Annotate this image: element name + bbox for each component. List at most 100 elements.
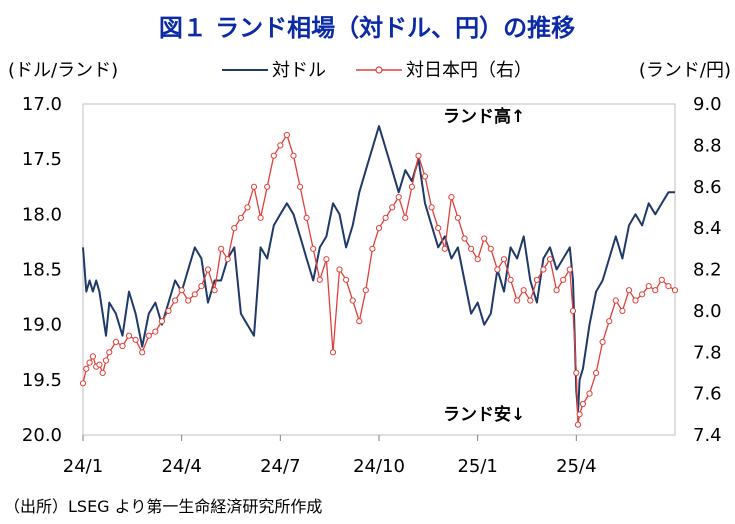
series-jpy-point xyxy=(277,142,284,149)
series-jpy-point xyxy=(612,297,619,304)
series-jpy-point xyxy=(264,183,271,190)
series-jpy-point xyxy=(395,194,402,201)
series-jpy-point xyxy=(389,204,396,211)
legend: 対ドル 対日本円（右） xyxy=(222,60,532,81)
series-jpy-point xyxy=(231,225,238,232)
series-jpy-point xyxy=(244,204,251,211)
series-jpy-point xyxy=(474,256,481,263)
series-jpy-point xyxy=(408,183,415,190)
series-jpy-point xyxy=(185,297,192,304)
series-jpy-point xyxy=(546,256,554,263)
series-jpy-point xyxy=(632,297,639,304)
series-jpy-point xyxy=(224,256,231,263)
series-jpy-point xyxy=(356,318,363,325)
series-jpy-point xyxy=(671,287,679,294)
series-jpy-point xyxy=(237,214,244,221)
right-tick-label: 8.4 xyxy=(693,218,722,239)
series-jpy-point xyxy=(290,152,297,159)
right-tick-label: 7.8 xyxy=(693,342,722,363)
series-jpy-point xyxy=(428,204,435,211)
series-jpy-point xyxy=(362,287,369,294)
series-jpy-point xyxy=(415,152,422,159)
series-jpy-point xyxy=(316,276,323,283)
series-jpy-point xyxy=(96,361,103,368)
series-jpy-point xyxy=(86,359,93,366)
series-jpy-point xyxy=(487,245,494,252)
series-jpy-point xyxy=(468,245,475,252)
series-jpy-point xyxy=(112,338,120,345)
series-jpy-point xyxy=(593,369,600,376)
series-jpy-point xyxy=(569,307,577,314)
series-jpy-point xyxy=(527,297,534,304)
legend-marker-jpy xyxy=(375,66,383,74)
series-jpy-point xyxy=(343,276,350,283)
series-usd xyxy=(82,125,675,414)
series-jpy-point xyxy=(310,245,317,252)
series-jpy-point xyxy=(507,276,514,283)
series-jpy-point xyxy=(481,235,488,242)
right-tick-label: 8.8 xyxy=(693,135,722,156)
x-tick-label: 24/10 xyxy=(353,456,405,477)
series-jpy-point xyxy=(198,283,205,290)
annotation-rand-low: ランド安↓ xyxy=(443,404,525,425)
series-jpy-point xyxy=(152,328,159,335)
series-jpy xyxy=(79,131,679,428)
right-tick-label: 8.6 xyxy=(693,177,722,198)
series-jpy-point xyxy=(257,214,264,221)
left-tick-label: 18.5 xyxy=(22,260,62,281)
series-jpy-point xyxy=(336,266,343,273)
series-jpy-point xyxy=(652,287,659,294)
series-jpy-point xyxy=(89,353,97,360)
series-jpy-point xyxy=(119,342,126,350)
series-jpy-point xyxy=(441,245,448,252)
series-jpy-point xyxy=(645,283,652,290)
series-jpy-point xyxy=(375,225,383,232)
left-axis-label: (ドル/ランド) xyxy=(8,60,118,81)
series-jpy-point xyxy=(665,283,672,290)
series-jpy-point xyxy=(99,369,106,376)
x-tick-label: 25/1 xyxy=(457,456,497,477)
series-jpy-point xyxy=(329,349,337,356)
series-jpy-point xyxy=(579,400,587,408)
series-jpy-point xyxy=(145,332,152,339)
series-jpy-point xyxy=(454,214,461,221)
series-jpy-point xyxy=(573,369,580,376)
series-jpy-point xyxy=(421,173,429,180)
series-jpy-point xyxy=(211,287,218,294)
series-jpy-point xyxy=(520,287,527,294)
series-jpy-point xyxy=(158,318,165,325)
series-jpy-point xyxy=(139,349,146,356)
legend-label-usd: 対ドル xyxy=(272,60,326,81)
series-jpy-point xyxy=(560,276,567,283)
series-jpy-point xyxy=(191,291,198,298)
series-jpy-point xyxy=(448,194,455,201)
series-jpy-point xyxy=(102,357,110,364)
series-jpy-point xyxy=(125,332,133,339)
left-tick-label: 17.0 xyxy=(22,94,62,115)
series-usd-line xyxy=(82,125,675,414)
x-tick-label: 25/4 xyxy=(556,456,596,477)
left-axis-ticks: 17.0 17.5 18.0 18.5 19.0 19.5 20.0 xyxy=(22,94,62,446)
series-jpy-point xyxy=(540,266,547,273)
series-jpy-point xyxy=(435,225,442,232)
series-jpy-point xyxy=(178,287,185,294)
series-jpy-point xyxy=(619,307,626,314)
series-jpy-point xyxy=(283,131,290,139)
series-jpy-point xyxy=(204,266,212,273)
series-jpy-line xyxy=(82,134,676,426)
right-tick-label: 9.0 xyxy=(693,94,722,115)
series-jpy-point xyxy=(599,338,606,345)
left-tick-label: 18.0 xyxy=(22,204,62,225)
series-jpy-point xyxy=(250,183,258,190)
x-tick-label: 24/1 xyxy=(63,456,103,477)
series-jpy-point xyxy=(586,390,593,397)
series-jpy-point xyxy=(461,235,468,242)
x-tick-label: 24/4 xyxy=(161,456,201,477)
series-jpy-point xyxy=(576,411,583,418)
right-tick-label: 8.0 xyxy=(693,301,722,322)
right-tick-label: 7.6 xyxy=(693,384,722,405)
series-jpy-point xyxy=(533,276,541,283)
right-tick-label: 7.4 xyxy=(693,425,722,446)
series-jpy-point xyxy=(494,266,501,273)
